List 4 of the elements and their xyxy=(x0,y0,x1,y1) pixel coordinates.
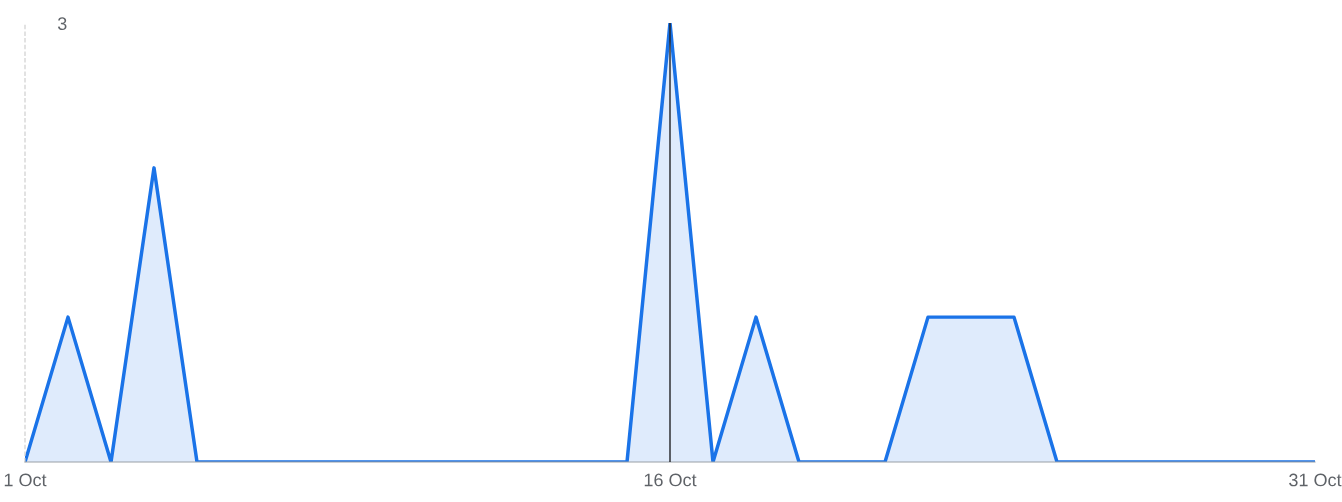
x-tick-label: 16 Oct xyxy=(644,473,697,487)
x-tick-label: 1 Oct xyxy=(4,473,47,487)
annotation: 3 xyxy=(57,17,67,31)
x-tick-label: 31 Oct xyxy=(1289,473,1342,487)
